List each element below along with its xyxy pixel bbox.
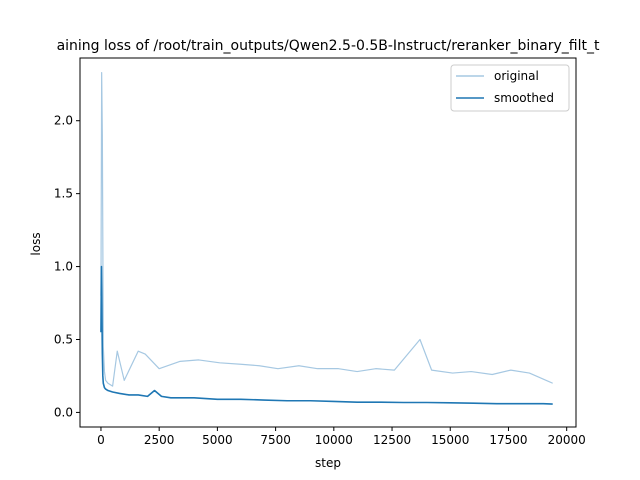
y-tick-label: 1.5 [54, 187, 73, 201]
y-tick-label: 0.0 [54, 405, 73, 419]
x-tick-label: 17500 [489, 433, 527, 447]
x-tick-label: 0 [97, 433, 105, 447]
y-tick-label: 0.5 [54, 332, 73, 346]
x-tick-label: 12500 [373, 433, 411, 447]
series-line-original [100, 71, 553, 387]
plot-frame [79, 57, 577, 428]
x-tick-label: 15000 [431, 433, 469, 447]
y-tick-label: 2.0 [54, 114, 73, 128]
x-tick-label: 5000 [202, 433, 233, 447]
y-tick-label: 1.0 [54, 260, 73, 274]
series-layer [100, 71, 553, 405]
x-tick-label: 2500 [144, 433, 175, 447]
legend-smoothed-label: smoothed [494, 91, 554, 105]
x-tick-label: 20000 [548, 433, 586, 447]
x-axis-label: step [315, 456, 341, 470]
legend: original smoothed [450, 64, 570, 112]
x-axis-ticks: 0 2500 5000 7500 10000 12500 15000 17500 20000 [97, 427, 586, 447]
y-axis-ticks: 0.0 0.5 1.0 1.5 2.0 [54, 114, 80, 419]
x-tick-label: 7500 [260, 433, 291, 447]
series-line-smoothed [100, 265, 553, 405]
y-axis-label: loss [29, 232, 43, 255]
legend-original-label: original [494, 69, 539, 83]
x-tick-label: 10000 [315, 433, 353, 447]
chart-title: aining loss of /root/train_outputs/Qwen2… [57, 38, 600, 54]
